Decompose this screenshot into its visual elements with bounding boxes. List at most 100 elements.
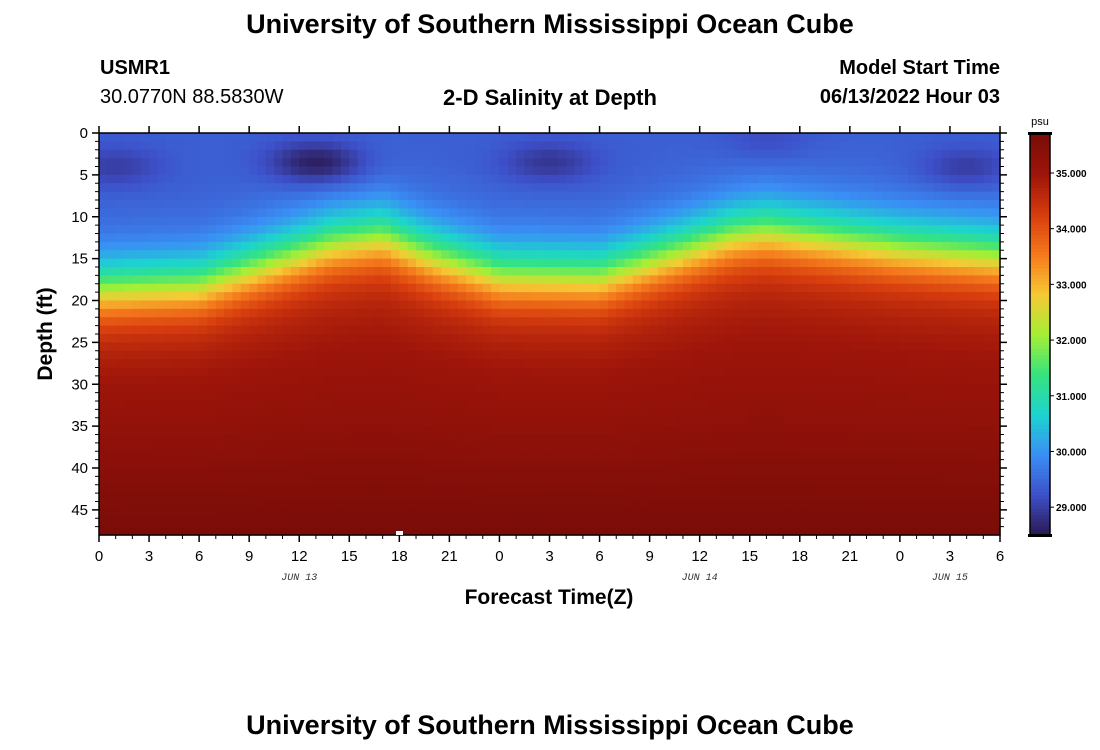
heatmap-cell xyxy=(641,275,651,285)
heatmap-cell xyxy=(866,308,876,318)
heatmap-cell xyxy=(290,225,300,235)
heatmap-cell xyxy=(899,158,909,168)
heatmap-cell xyxy=(582,451,592,461)
heatmap-cell xyxy=(716,509,726,519)
heatmap-cell xyxy=(240,484,250,494)
heatmap-cell xyxy=(182,250,192,260)
heatmap-cell xyxy=(841,149,851,159)
heatmap-cell xyxy=(174,501,184,511)
heatmap-cell xyxy=(182,300,192,310)
heatmap-cell xyxy=(165,308,175,318)
heatmap-cell xyxy=(783,417,793,427)
heatmap-cell xyxy=(399,451,409,461)
heatmap-cell xyxy=(791,417,801,427)
heatmap-cell xyxy=(482,451,492,461)
heatmap-cell xyxy=(324,484,334,494)
heatmap-cell xyxy=(724,250,734,260)
heatmap-cell xyxy=(733,459,742,469)
heatmap-cell xyxy=(215,149,225,159)
heatmap-cell xyxy=(474,183,484,193)
heatmap-cell xyxy=(165,409,175,419)
heatmap-cell xyxy=(357,283,367,293)
heatmap-cell xyxy=(449,518,459,528)
heatmap-cell xyxy=(340,267,350,276)
heatmap-cell xyxy=(958,317,968,327)
heatmap-cell xyxy=(265,426,275,436)
heatmap-cell xyxy=(808,275,818,285)
heatmap-cell xyxy=(474,258,484,268)
heatmap-cell xyxy=(774,149,784,159)
heatmap-cell xyxy=(124,208,133,218)
heatmap-cell xyxy=(549,493,559,503)
heatmap-cell xyxy=(357,442,367,452)
heatmap-cell xyxy=(641,300,651,310)
heatmap-cell xyxy=(591,476,601,486)
heatmap-cell xyxy=(466,141,476,151)
heatmap-cell xyxy=(157,191,167,201)
heatmap-cell xyxy=(799,451,809,461)
heatmap-cell xyxy=(165,208,175,218)
heatmap-cell xyxy=(165,401,175,410)
heatmap-cell xyxy=(858,158,868,168)
heatmap-cell xyxy=(315,158,325,168)
heatmap-cell xyxy=(699,526,709,536)
heatmap-cell xyxy=(382,141,392,151)
heatmap-cell xyxy=(557,200,567,209)
heatmap-cell xyxy=(749,468,759,477)
heatmap-cell xyxy=(874,275,884,285)
heatmap-cell xyxy=(849,342,859,352)
heatmap-cell xyxy=(224,250,234,260)
heatmap-cell xyxy=(149,141,158,151)
heatmap-cell xyxy=(916,476,926,486)
heatmap-cell xyxy=(699,166,709,176)
heatmap-cell xyxy=(432,158,442,168)
heatmap-cell xyxy=(616,208,626,218)
heatmap-cell xyxy=(240,493,250,503)
heatmap-cell xyxy=(557,359,567,369)
heatmap-cell xyxy=(724,233,734,243)
heatmap-cell xyxy=(190,258,200,268)
heatmap-cell xyxy=(816,451,826,461)
heatmap-cell xyxy=(941,183,951,193)
heatmap-cell xyxy=(132,258,142,268)
heatmap-cell xyxy=(649,325,659,335)
heatmap-cell xyxy=(949,459,959,469)
heatmap-cell xyxy=(274,267,284,276)
heatmap-cell xyxy=(816,334,826,343)
heatmap-cell xyxy=(699,216,709,226)
heatmap-cell xyxy=(382,191,392,201)
heatmap-cell xyxy=(591,434,601,444)
heatmap-cell xyxy=(457,468,467,477)
heatmap-cell xyxy=(724,174,734,184)
heatmap-cell xyxy=(708,174,717,184)
heatmap-cell xyxy=(482,384,492,394)
heatmap-cell xyxy=(833,493,843,503)
heatmap-cell xyxy=(791,409,801,419)
heatmap-cell xyxy=(457,526,467,536)
heatmap-cell xyxy=(933,216,943,226)
heatmap-cell xyxy=(649,451,659,461)
heatmap-cell xyxy=(449,267,459,276)
heatmap-cell xyxy=(783,158,793,168)
heatmap-cell xyxy=(674,468,684,477)
heatmap-cell xyxy=(407,417,417,427)
heatmap-cell xyxy=(449,183,459,193)
heatmap-cell xyxy=(916,417,926,427)
heatmap-cell xyxy=(816,509,826,519)
heatmap-cell xyxy=(390,258,400,268)
heatmap-cell xyxy=(899,200,909,209)
heatmap-cell xyxy=(441,183,450,193)
heatmap-cell xyxy=(941,317,951,327)
heatmap-cell xyxy=(441,216,450,226)
heatmap-cell xyxy=(849,325,859,335)
heatmap-cell xyxy=(591,158,601,168)
heatmap-cell xyxy=(290,468,300,477)
heatmap-cell xyxy=(249,183,259,193)
heatmap-cell xyxy=(958,225,968,235)
heatmap-cell xyxy=(457,426,467,436)
heatmap-cell xyxy=(758,434,767,444)
heatmap-cell xyxy=(766,317,776,327)
heatmap-cell xyxy=(649,200,659,209)
heatmap-cell xyxy=(207,158,217,168)
heatmap-cell xyxy=(424,267,434,276)
